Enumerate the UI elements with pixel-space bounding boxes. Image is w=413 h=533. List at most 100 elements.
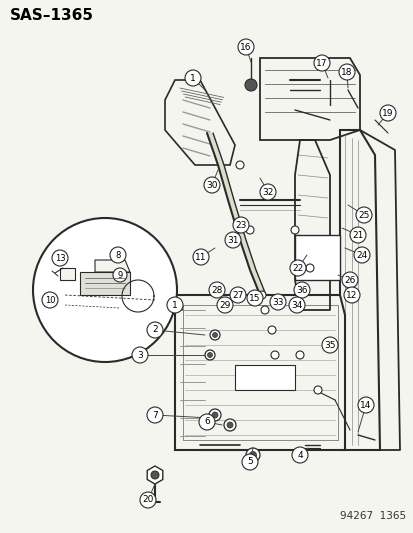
Text: 31: 31: [227, 236, 238, 245]
Text: SAS–1365: SAS–1365: [10, 8, 94, 23]
Circle shape: [209, 282, 224, 298]
Circle shape: [245, 448, 259, 462]
Circle shape: [185, 70, 201, 86]
Text: 12: 12: [346, 290, 357, 300]
Circle shape: [204, 350, 214, 360]
Circle shape: [235, 161, 243, 169]
Bar: [294, 235, 339, 280]
Circle shape: [132, 347, 147, 363]
Circle shape: [249, 451, 256, 458]
Circle shape: [226, 422, 233, 428]
Bar: [235, 365, 294, 390]
Text: 1: 1: [172, 301, 178, 310]
Circle shape: [267, 326, 275, 334]
Polygon shape: [206, 133, 223, 165]
Circle shape: [293, 282, 309, 298]
Circle shape: [212, 333, 217, 337]
Circle shape: [33, 218, 177, 362]
Circle shape: [199, 414, 214, 430]
Circle shape: [224, 232, 240, 248]
Circle shape: [305, 264, 313, 272]
Circle shape: [110, 247, 126, 263]
Text: 34: 34: [291, 301, 302, 310]
Text: 32: 32: [262, 188, 273, 197]
Text: 4: 4: [297, 450, 302, 459]
Circle shape: [166, 297, 183, 313]
Text: 11: 11: [195, 253, 206, 262]
Circle shape: [42, 292, 58, 308]
Circle shape: [192, 249, 209, 265]
Text: 29: 29: [219, 301, 230, 310]
Circle shape: [295, 351, 303, 359]
Polygon shape: [259, 58, 359, 140]
Text: 10: 10: [45, 295, 55, 304]
Text: 33: 33: [272, 297, 283, 306]
Circle shape: [289, 260, 305, 276]
Polygon shape: [95, 260, 130, 272]
Circle shape: [379, 105, 395, 121]
Text: 26: 26: [344, 276, 355, 285]
Polygon shape: [147, 466, 162, 484]
Circle shape: [313, 55, 329, 71]
Circle shape: [204, 177, 219, 193]
Text: 5: 5: [247, 457, 252, 466]
Text: 2: 2: [152, 326, 157, 335]
Text: 20: 20: [142, 496, 153, 505]
Text: 15: 15: [249, 294, 260, 303]
Circle shape: [242, 454, 257, 470]
Circle shape: [291, 447, 307, 463]
Circle shape: [349, 227, 365, 243]
Circle shape: [313, 386, 321, 394]
Circle shape: [147, 407, 163, 423]
Polygon shape: [228, 200, 245, 240]
Circle shape: [223, 419, 235, 431]
Text: 6: 6: [204, 417, 209, 426]
Polygon shape: [60, 268, 75, 280]
Circle shape: [207, 352, 212, 358]
Circle shape: [321, 337, 337, 353]
Circle shape: [288, 297, 304, 313]
Circle shape: [211, 412, 218, 418]
Circle shape: [260, 306, 268, 314]
Circle shape: [244, 79, 256, 91]
Text: 3: 3: [137, 351, 142, 359]
Circle shape: [247, 290, 262, 306]
Text: 8: 8: [115, 251, 121, 260]
Text: 21: 21: [351, 230, 363, 239]
Polygon shape: [175, 295, 344, 450]
Text: 13: 13: [55, 254, 65, 262]
Text: 23: 23: [235, 221, 246, 230]
Text: 7: 7: [152, 410, 157, 419]
Circle shape: [140, 492, 156, 508]
Circle shape: [209, 409, 221, 421]
Polygon shape: [249, 270, 266, 295]
Circle shape: [151, 471, 159, 479]
Circle shape: [233, 217, 248, 233]
Text: 27: 27: [232, 290, 243, 300]
Text: 17: 17: [316, 59, 327, 68]
Circle shape: [230, 287, 245, 303]
Text: 16: 16: [240, 43, 251, 52]
Circle shape: [257, 291, 266, 299]
Circle shape: [113, 268, 127, 282]
Circle shape: [269, 294, 285, 310]
Circle shape: [341, 272, 357, 288]
Circle shape: [357, 397, 373, 413]
Circle shape: [245, 226, 254, 234]
Text: 25: 25: [357, 211, 369, 220]
Text: 36: 36: [296, 286, 307, 295]
Text: 1: 1: [190, 74, 195, 83]
Text: 35: 35: [323, 341, 335, 350]
Circle shape: [355, 207, 371, 223]
Circle shape: [216, 297, 233, 313]
Text: 94267  1365: 94267 1365: [339, 511, 405, 521]
Circle shape: [52, 250, 68, 266]
Text: 24: 24: [356, 251, 367, 260]
Polygon shape: [80, 272, 130, 295]
Circle shape: [353, 247, 369, 263]
Text: 9: 9: [117, 271, 122, 279]
Circle shape: [209, 330, 219, 340]
Circle shape: [290, 226, 298, 234]
Polygon shape: [240, 240, 255, 270]
Polygon shape: [165, 80, 235, 165]
